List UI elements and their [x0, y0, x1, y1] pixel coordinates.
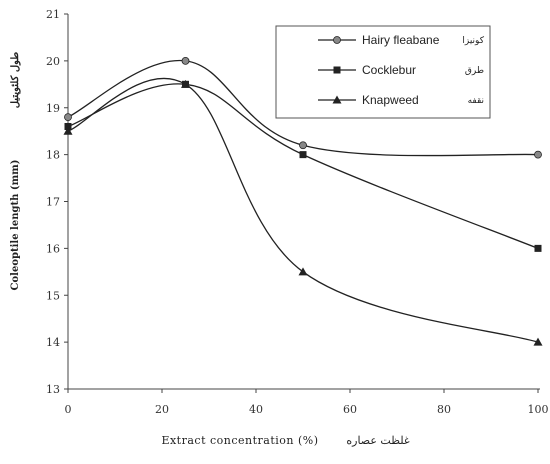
legend-marker-triangle	[332, 95, 342, 104]
y-tick-label: 21	[46, 8, 60, 21]
legend-label: Hairy fleabane	[362, 33, 440, 47]
series-line-2	[67, 83, 539, 249]
y-tick-label: 15	[46, 289, 60, 302]
data-point-circle	[534, 150, 542, 159]
data-point-triangle	[63, 126, 73, 135]
x-axis-label: Extract concentration (%)	[161, 434, 318, 447]
y-tick-label: 17	[46, 196, 60, 209]
x-tick-label: 80	[437, 403, 451, 416]
data-point-square	[64, 123, 72, 130]
data-point-triangle	[298, 267, 308, 276]
data-point-circle	[299, 141, 307, 150]
y-tick-label: 18	[46, 149, 60, 162]
legend-marker-square	[333, 66, 341, 74]
data-point-triangle	[181, 79, 190, 88]
data-point-square	[534, 244, 542, 252]
series-line-1	[67, 60, 539, 157]
x-tick-label: 100	[528, 403, 549, 416]
y-tick-label: 14	[46, 336, 60, 349]
y-axis-label: Coleoptile length (mm)	[10, 160, 21, 291]
legend-label-fa: کونیزا	[462, 36, 484, 46]
x-tick-label: 40	[249, 403, 263, 416]
x-tick-label: 20	[155, 403, 169, 416]
legend-label-fa: نقفه	[468, 96, 484, 106]
y-axis-label-fa: طول کلئوپتیل	[10, 52, 21, 109]
legend-box	[275, 25, 491, 119]
y-tick-label: 20	[46, 55, 60, 68]
x-axis-label-fa: غلظت عصاره	[346, 434, 409, 447]
series-line-3	[67, 77, 539, 343]
legend-marker-circle	[333, 36, 341, 44]
legend-label: Cocklebur	[362, 63, 416, 77]
data-point-square	[299, 151, 307, 159]
y-tick-label: 16	[46, 242, 60, 255]
data-point-circle	[181, 56, 190, 65]
x-tick-label: 60	[343, 403, 357, 416]
y-tick-label: 19	[46, 102, 60, 115]
data-point-circle	[64, 113, 72, 122]
x-tick-label: 0	[65, 403, 72, 416]
legend-label: Knapweed	[362, 93, 419, 107]
y-tick-label: 13	[46, 383, 60, 396]
legend-label-fa: طرق	[465, 66, 484, 76]
data-point-triangle	[533, 337, 543, 346]
